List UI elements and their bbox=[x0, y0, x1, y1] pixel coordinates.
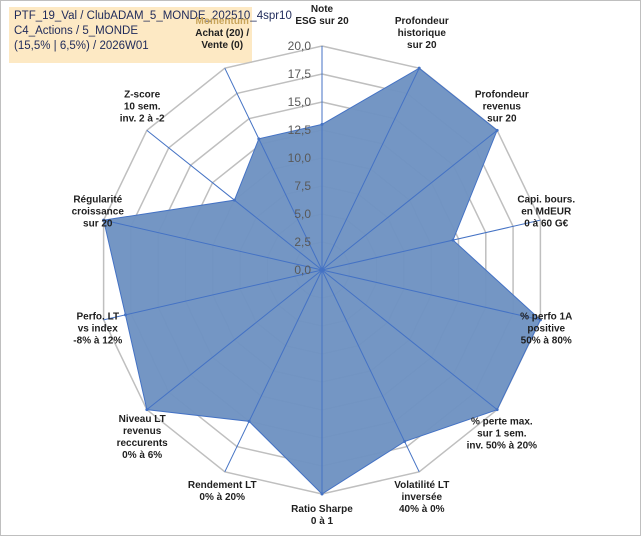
tick-label: 20,0 bbox=[288, 39, 312, 53]
axis-spoke bbox=[103, 269, 323, 321]
axis-spoke bbox=[321, 129, 498, 271]
axis-label: % perte max. sur 1 sem. inv. 50% à 20% bbox=[467, 416, 538, 451]
axis-label: Profondeur historique sur 20 bbox=[395, 16, 449, 51]
axis-spoke bbox=[321, 219, 541, 271]
data-point bbox=[403, 440, 407, 444]
axis-label: Capi. bours. en MdEUR 0 à 60 G€ bbox=[517, 195, 575, 230]
tick-label: 7,5 bbox=[294, 179, 311, 193]
data-point bbox=[320, 122, 324, 126]
axis-label: Volatilité LT inversée 40% à 0% bbox=[394, 480, 449, 515]
axis-spoke bbox=[103, 219, 323, 271]
portfolio-category: C4_Actions / 5_MONDE bbox=[14, 25, 138, 37]
axis-label: Rendement LT 0% à 20% bbox=[188, 480, 257, 503]
tick-label: 12,5 bbox=[288, 123, 312, 137]
portfolio-stats: (15,5% | 6,5%) / 2026W01 bbox=[14, 40, 149, 52]
data-point bbox=[451, 238, 455, 242]
portfolio-info-box: PTF_19_Val / ClubADAM_5_MONDE_202510_4sp… bbox=[9, 7, 292, 63]
axis-spoke bbox=[224, 269, 323, 473]
tick-label: 5,0 bbox=[294, 207, 311, 221]
tick-label: 15,0 bbox=[288, 95, 312, 109]
tick-label: 0,0 bbox=[294, 263, 311, 277]
axis-label: Note ESG sur 20 bbox=[295, 4, 349, 27]
tick-label: 17,5 bbox=[288, 67, 312, 81]
portfolio-name: PTF_19_Val / ClubADAM_5_MONDE_202510_4sp… bbox=[14, 10, 292, 22]
axis-label: Z-score 10 sem. inv. 2 à -2 bbox=[120, 90, 165, 125]
axis-label: Perfo. LT vs index -8% à 12% bbox=[73, 311, 122, 346]
axis-spoke bbox=[321, 269, 420, 473]
tick-label: 2,5 bbox=[294, 235, 311, 249]
data-point bbox=[495, 128, 499, 132]
axis-label: Régularité croissance sur 20 bbox=[72, 195, 125, 230]
data-point bbox=[123, 313, 127, 317]
tick-label: 10,0 bbox=[288, 151, 312, 165]
data-point bbox=[538, 318, 542, 322]
data-point bbox=[257, 137, 261, 141]
axis-label: Profondeur revenus sur 20 bbox=[475, 90, 529, 125]
axis-label: Niveau LT revenus reccurents 0% à 6% bbox=[117, 414, 169, 461]
axis-label: % perfo 1A positive 50% à 80% bbox=[520, 311, 572, 346]
data-point bbox=[495, 408, 499, 412]
data-point bbox=[247, 419, 251, 423]
axis-label: Ratio Sharpe 0 à 1 bbox=[291, 504, 353, 527]
axis-spoke bbox=[321, 67, 420, 271]
data-point bbox=[102, 218, 106, 222]
data-point bbox=[232, 198, 236, 202]
axis-spoke bbox=[146, 269, 323, 411]
data-point bbox=[320, 492, 324, 496]
axis-spoke bbox=[224, 67, 323, 271]
axis-label: Momentum Achat (20) / Vente (0) bbox=[195, 16, 249, 51]
data-point bbox=[145, 408, 149, 412]
axis-spoke bbox=[321, 269, 498, 411]
axis-spoke bbox=[321, 269, 541, 321]
data-point bbox=[417, 66, 421, 70]
